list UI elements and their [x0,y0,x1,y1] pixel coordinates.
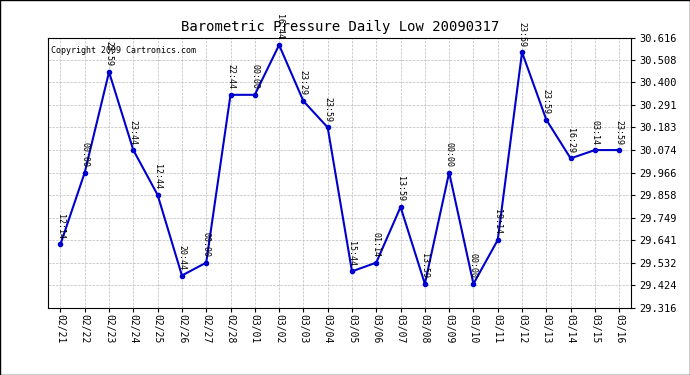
Text: 00:00: 00:00 [469,253,478,278]
Text: 23:44: 23:44 [129,120,138,144]
Text: 01:14: 01:14 [372,232,381,257]
Text: 23:59: 23:59 [518,22,526,47]
Text: 03:14: 03:14 [591,120,600,144]
Text: 20:44: 20:44 [177,245,186,270]
Text: 12:44: 12:44 [153,164,162,189]
Text: 15:44: 15:44 [348,241,357,266]
Text: 23:59: 23:59 [615,120,624,144]
Text: 12:14: 12:14 [56,214,65,239]
Text: 00:00: 00:00 [250,64,259,89]
Text: 13:59: 13:59 [396,176,405,201]
Text: 00:00: 00:00 [201,232,210,257]
Text: 22:44: 22:44 [226,64,235,89]
Title: Barometric Pressure Daily Low 20090317: Barometric Pressure Daily Low 20090317 [181,20,499,33]
Text: 16:29: 16:29 [566,128,575,153]
Text: 13:59: 13:59 [420,253,429,278]
Text: 00:00: 00:00 [80,142,89,167]
Text: 16:44: 16:44 [275,14,284,39]
Text: 19:14: 19:14 [493,210,502,234]
Text: 23:29: 23:29 [299,70,308,96]
Text: 00:00: 00:00 [444,142,453,167]
Text: 23:59: 23:59 [104,41,114,66]
Text: Copyright 2009 Cartronics.com: Copyright 2009 Cartronics.com [51,46,196,55]
Text: 23:59: 23:59 [323,97,332,122]
Text: 23:59: 23:59 [542,89,551,114]
